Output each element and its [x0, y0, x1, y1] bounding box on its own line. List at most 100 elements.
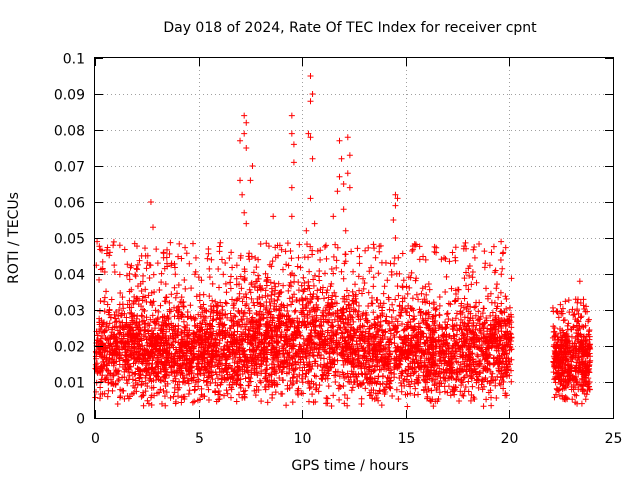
data-point — [121, 395, 128, 402]
data-point — [294, 263, 301, 270]
data-point — [207, 313, 214, 320]
data-point — [427, 397, 434, 404]
data-point — [321, 295, 328, 302]
data-point — [180, 303, 187, 310]
data-point — [223, 387, 230, 394]
data-point — [362, 347, 369, 354]
data-point — [436, 294, 443, 301]
data-point — [221, 392, 228, 399]
data-point — [483, 285, 490, 292]
data-point — [311, 372, 318, 379]
data-point — [448, 350, 455, 357]
data-point — [452, 257, 459, 264]
data-point — [311, 340, 318, 347]
data-point — [498, 328, 505, 335]
data-point — [493, 394, 500, 401]
data-point — [153, 373, 160, 380]
data-point — [262, 270, 269, 277]
data-point — [319, 376, 326, 383]
data-point — [160, 374, 167, 381]
data-point — [200, 377, 207, 384]
data-point — [291, 308, 298, 315]
data-point — [193, 293, 200, 300]
data-point — [348, 387, 355, 394]
data-point — [492, 359, 499, 366]
data-point — [422, 311, 429, 318]
data-point — [392, 296, 399, 303]
data-point — [449, 317, 456, 324]
data-point — [436, 380, 443, 387]
data-point — [170, 334, 177, 341]
data-point — [110, 238, 117, 245]
data-point — [257, 240, 264, 247]
data-point — [399, 336, 406, 343]
data-point — [234, 328, 241, 335]
data-point — [462, 383, 469, 390]
data-point — [162, 402, 169, 409]
data-point — [408, 378, 415, 385]
data-point — [393, 270, 400, 277]
data-point — [225, 375, 232, 382]
data-point — [222, 260, 229, 267]
data-point — [307, 383, 314, 390]
data-point — [376, 248, 383, 255]
data-point — [133, 265, 140, 272]
data-point — [314, 287, 321, 294]
data-point — [233, 319, 240, 326]
data-point — [267, 279, 274, 286]
data-point — [411, 380, 418, 387]
data-point — [370, 274, 377, 281]
data-point — [155, 376, 162, 383]
data-point — [136, 375, 143, 382]
data-point — [278, 390, 285, 397]
data-point — [396, 312, 403, 319]
data-point — [307, 352, 314, 359]
data-point — [388, 268, 395, 275]
data-point — [134, 261, 141, 268]
data-point — [96, 308, 103, 315]
data-point — [215, 265, 222, 272]
data-point — [252, 392, 259, 399]
data-point — [423, 291, 430, 298]
data-point — [119, 301, 126, 308]
data-point — [145, 292, 152, 299]
data-point — [340, 383, 347, 390]
data-point — [508, 324, 515, 331]
data-point — [118, 312, 125, 319]
data-point — [242, 302, 249, 309]
data-point — [362, 385, 369, 392]
data-point — [370, 341, 377, 348]
data-point — [405, 363, 412, 370]
data-point — [220, 350, 227, 357]
data-point — [269, 258, 276, 265]
data-point — [263, 240, 270, 247]
data-point — [132, 273, 139, 280]
data-point — [381, 283, 388, 290]
data-point — [287, 271, 294, 278]
data-point — [166, 250, 173, 257]
data-point — [198, 391, 205, 398]
data-point — [105, 387, 112, 394]
data-point — [453, 377, 460, 384]
data-point — [263, 362, 270, 369]
data-point — [413, 291, 420, 298]
data-point — [233, 398, 240, 405]
data-point — [314, 247, 321, 254]
data-point — [123, 272, 130, 279]
data-point — [466, 272, 473, 279]
data-point — [446, 258, 453, 265]
data-point — [429, 318, 436, 325]
data-point — [487, 290, 494, 297]
data-point — [182, 244, 189, 251]
data-point — [452, 355, 459, 362]
data-point — [415, 296, 422, 303]
data-point — [508, 275, 515, 282]
data-point — [443, 273, 450, 280]
data-point — [315, 273, 322, 280]
data-point — [224, 339, 231, 346]
data-point — [275, 280, 282, 287]
data-point — [116, 331, 123, 338]
data-point — [116, 330, 123, 337]
data-point — [494, 281, 501, 288]
data-point — [316, 382, 323, 389]
